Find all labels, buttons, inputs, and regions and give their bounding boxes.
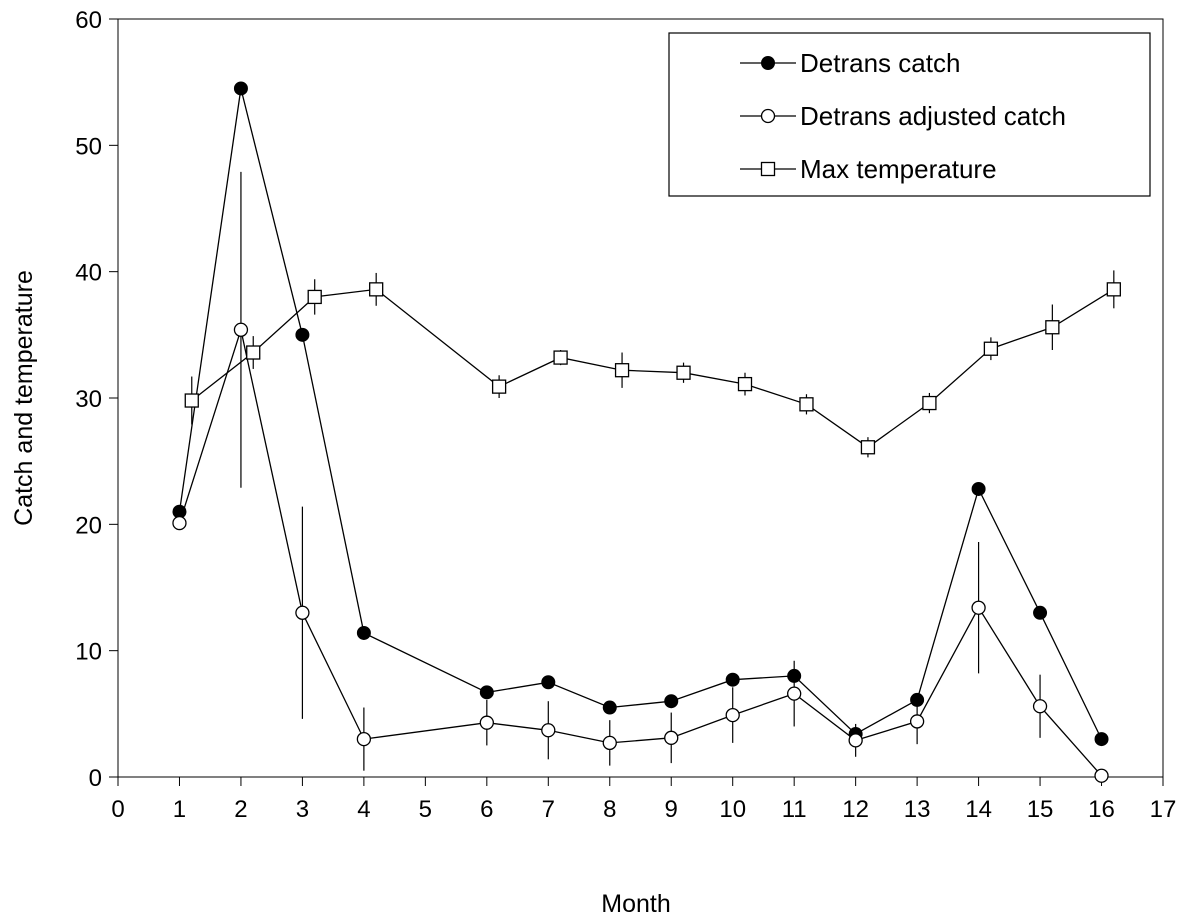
y-axis-title: Catch and temperature [10, 270, 38, 526]
data-point [787, 686, 802, 701]
data-point [860, 440, 876, 455]
data-point [369, 282, 384, 297]
data-point [295, 327, 310, 342]
data-point [1094, 768, 1109, 783]
y-tick-label: 60 [75, 7, 102, 34]
series-line [191, 288, 1115, 449]
y-axis: 0 10 20 30 40 50 60 [75, 7, 118, 792]
data-point [922, 395, 937, 411]
legend-label: Detrans catch [800, 48, 960, 78]
legend-label: Max temperature [800, 154, 997, 184]
data-point [725, 707, 740, 723]
y-tick-label: 10 [75, 639, 102, 666]
x-tick-label: 10 [719, 796, 746, 823]
data-point [737, 376, 753, 392]
x-tick-label: 0 [111, 796, 124, 823]
data-point [246, 345, 261, 360]
data-point [676, 365, 691, 380]
data-point [1106, 282, 1121, 297]
x-tick-label: 9 [665, 796, 678, 823]
data-point [602, 700, 617, 715]
data-point [479, 715, 494, 730]
data-point [479, 685, 494, 700]
data-point [664, 730, 679, 745]
x-tick-label: 5 [419, 796, 432, 823]
data-point [233, 322, 249, 337]
data-point [541, 675, 556, 690]
series-max-temperature [184, 270, 1121, 458]
data-point [184, 393, 199, 408]
data-point [356, 625, 371, 640]
x-tick-label: 2 [234, 796, 247, 823]
data-point [233, 81, 248, 96]
data-point [799, 397, 814, 412]
x-tick-label: 16 [1088, 796, 1115, 823]
x-tick-label: 12 [842, 796, 869, 823]
data-point [983, 341, 999, 356]
data-point [541, 723, 556, 738]
data-point [602, 735, 617, 751]
x-tick-label: 8 [603, 796, 616, 823]
data-point [614, 363, 630, 378]
x-tick-label: 3 [296, 796, 309, 823]
data-point [664, 694, 679, 709]
x-axis-title: Month [601, 890, 670, 917]
x-tick-label: 7 [542, 796, 555, 823]
data-point [491, 379, 507, 394]
data-point [971, 481, 986, 496]
y-tick-label: 50 [75, 133, 102, 160]
data-point [1045, 320, 1060, 335]
data-point [1032, 699, 1048, 714]
x-tick-label: 4 [357, 796, 370, 823]
data-point [909, 714, 925, 729]
x-tick-label: 14 [965, 796, 992, 823]
data-point [1033, 605, 1048, 620]
x-tick-label: 1 [173, 796, 186, 823]
x-tick-label: 6 [480, 796, 493, 823]
series-layer [172, 81, 1121, 783]
data-point [848, 733, 863, 748]
x-axis: 0 1 2 3 4 5 6 7 8 9 10 11 12 13 14 15 16 17 [111, 777, 1176, 823]
y-tick-label: 40 [75, 260, 102, 287]
data-point [971, 600, 986, 615]
series-detrans-adjusted-catch [172, 171, 1109, 783]
legend-label: Detrans adjusted catch [800, 101, 1066, 131]
data-point [553, 350, 568, 365]
y-tick-label: 20 [75, 512, 102, 539]
x-tick-label: 17 [1150, 796, 1177, 823]
data-point [1094, 732, 1109, 747]
series-line [178, 327, 1102, 777]
legend-marker [761, 56, 775, 70]
data-point [725, 672, 740, 687]
legend: Detrans catch Detrans adjusted catch Max t… [668, 32, 1151, 197]
x-tick-label: 13 [904, 796, 931, 823]
data-point [172, 515, 187, 531]
x-tick-label: 15 [1027, 796, 1054, 823]
legend-marker [760, 161, 776, 177]
legend-marker [760, 108, 776, 124]
data-point [295, 605, 310, 620]
y-tick-label: 30 [75, 386, 102, 413]
x-tick-label: 11 [782, 796, 807, 823]
y-tick-label: 0 [89, 765, 102, 792]
data-point [307, 289, 322, 305]
data-point [356, 731, 372, 747]
